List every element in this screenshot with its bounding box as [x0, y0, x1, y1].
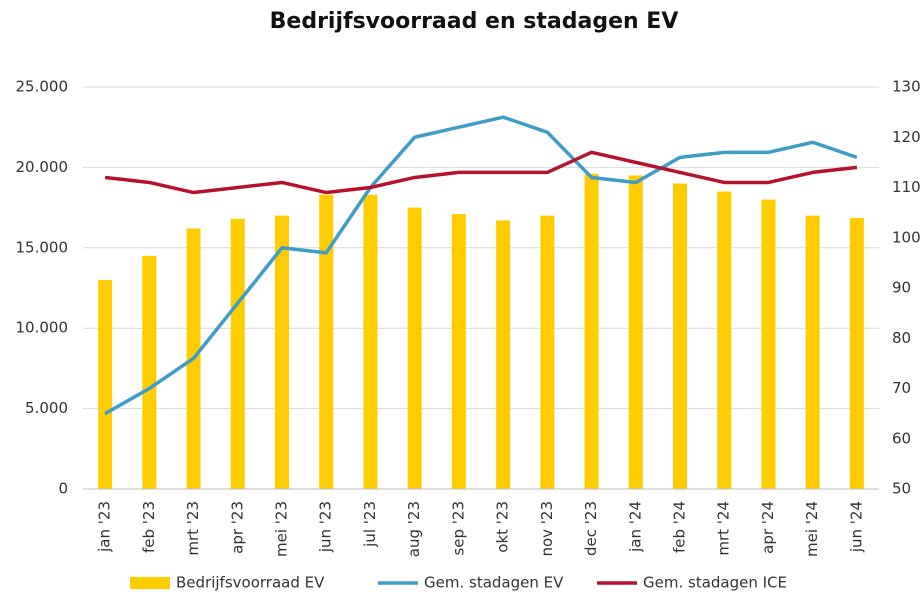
- x-tick-label: jul '23: [361, 501, 379, 548]
- bar: [451, 214, 466, 490]
- x-tick-label: nov '23: [538, 501, 556, 557]
- legend-label: Gem. stadagen EV: [424, 574, 564, 592]
- bar: [98, 279, 113, 489]
- x-tick-label: apr '24: [759, 501, 777, 554]
- bar: [540, 215, 555, 489]
- y2-tick-label: 100: [892, 228, 921, 246]
- chart-title: Bedrijfsvoorraad en stadagen EV: [270, 9, 679, 34]
- y-tick-label: 20.000: [16, 158, 69, 176]
- bar: [805, 215, 820, 489]
- legend-label: Gem. stadagen ICE: [643, 574, 787, 592]
- y2-tick-label: 70: [892, 379, 911, 397]
- bar: [761, 199, 776, 489]
- y2-tick-label: 80: [892, 329, 911, 347]
- bar: [142, 255, 157, 489]
- line: [104, 150, 858, 195]
- y2-tick-label: 120: [892, 128, 921, 146]
- x-tick-label: apr '23: [228, 501, 246, 554]
- bar: [849, 218, 864, 489]
- x-tick-label: dec '23: [582, 501, 600, 556]
- x-tick-label: sep '23: [449, 501, 467, 556]
- y-tick-label: 15.000: [16, 238, 69, 256]
- bar: [628, 175, 643, 489]
- bar: [673, 183, 687, 490]
- y-tick-label: 5.000: [25, 399, 68, 417]
- y2-tick-label: 110: [892, 178, 921, 196]
- x-tick-label: aug '23: [405, 501, 423, 557]
- x-tick-label: jun '23: [317, 501, 335, 553]
- x-tick-label: mrt '23: [184, 501, 202, 556]
- bar: [275, 215, 289, 489]
- bar: [717, 191, 732, 489]
- bar: [584, 173, 599, 489]
- x-tick-label: feb '24: [671, 501, 689, 553]
- x-tick-label: feb '23: [140, 501, 158, 553]
- x-tick-label: okt '23: [494, 501, 512, 553]
- x-tick-label: jan '23: [96, 501, 114, 553]
- legend-label: Bedrijfsvoorraad EV: [176, 574, 325, 592]
- bar: [230, 218, 245, 489]
- x-tick-label: mei '24: [803, 501, 821, 557]
- legend-swatch: [130, 577, 170, 589]
- y2-tick-label: 50: [892, 480, 911, 498]
- bar: [319, 194, 334, 489]
- x-tick-label: jun '24: [847, 501, 865, 553]
- y2-tick-label: 60: [892, 429, 911, 447]
- y2-tick-label: 130: [892, 78, 921, 96]
- bar: [363, 194, 378, 489]
- line: [104, 115, 858, 416]
- bar: [407, 207, 422, 489]
- y-tick-label: 0: [58, 480, 68, 498]
- x-tick-label: mei '23: [273, 501, 291, 557]
- y-tick-label: 25.000: [16, 78, 69, 96]
- y-tick-label: 10.000: [16, 319, 69, 337]
- x-tick-label: jan '24: [626, 501, 644, 553]
- x-tick-label: mrt '24: [715, 501, 733, 556]
- y2-tick-label: 90: [892, 279, 911, 297]
- bar: [496, 220, 511, 490]
